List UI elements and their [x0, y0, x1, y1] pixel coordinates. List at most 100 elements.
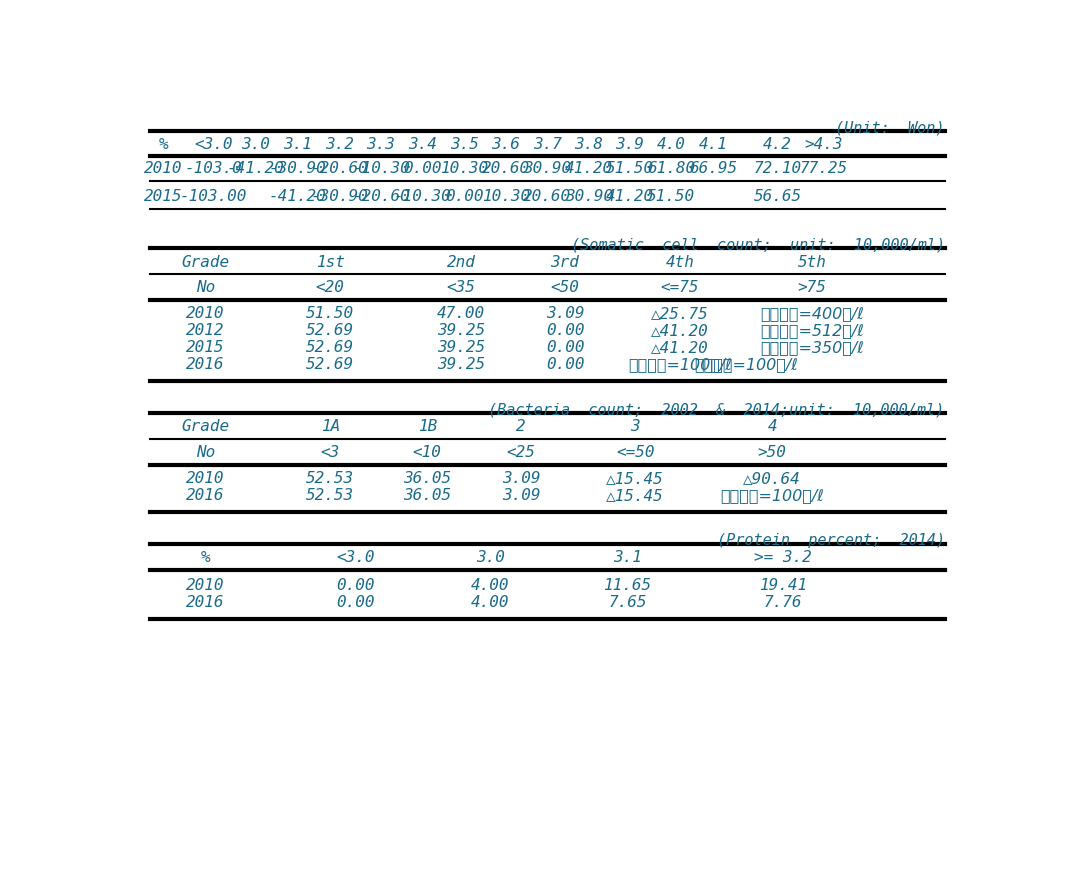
Text: (Bacteria  count;  2002  &  2014;unit:  10,000/ml): (Bacteria count; 2002 & 2014;unit: 10,00… — [488, 402, 945, 418]
Text: 10.30: 10.30 — [440, 161, 488, 176]
Text: 39.25: 39.25 — [437, 323, 485, 338]
Text: 3.4: 3.4 — [408, 137, 437, 152]
Text: 2010: 2010 — [186, 471, 224, 486]
Text: 2016: 2016 — [186, 357, 224, 372]
Text: 7.76: 7.76 — [764, 595, 802, 610]
Text: 3rd: 3rd — [551, 255, 580, 270]
Text: 0.00: 0.00 — [546, 357, 584, 372]
Text: 52.69: 52.69 — [307, 323, 355, 338]
Text: 3.2: 3.2 — [325, 137, 354, 152]
Text: <10: <10 — [413, 445, 442, 460]
Text: 56.65: 56.65 — [754, 189, 802, 204]
Text: 36.05: 36.05 — [403, 471, 452, 486]
Text: 2010: 2010 — [144, 161, 183, 176]
Text: 51.50: 51.50 — [606, 161, 654, 176]
Text: 3.3: 3.3 — [366, 137, 395, 152]
Text: 39.25: 39.25 — [437, 340, 485, 355]
Text: 36.05: 36.05 — [403, 488, 452, 503]
Text: 3.0: 3.0 — [476, 551, 505, 566]
Text: 2016: 2016 — [186, 488, 224, 503]
Text: 초과가격=100월/ℓ: 초과가격=100월/ℓ — [694, 357, 798, 372]
Text: 30.90: 30.90 — [565, 189, 613, 204]
Text: -10.30: -10.30 — [394, 189, 452, 204]
Text: 52.69: 52.69 — [307, 340, 355, 355]
Text: <=75: <=75 — [660, 280, 700, 295]
Text: △15.45: △15.45 — [607, 488, 664, 503]
Text: 4th: 4th — [665, 255, 694, 270]
Text: <=50: <=50 — [616, 445, 655, 460]
Text: Grade: Grade — [182, 255, 230, 270]
Text: 3.1: 3.1 — [613, 551, 642, 566]
Text: 3.6: 3.6 — [491, 137, 520, 152]
Text: 3.1: 3.1 — [283, 137, 312, 152]
Text: 2015: 2015 — [186, 340, 224, 355]
Text: >= 3.2: >= 3.2 — [754, 551, 812, 566]
Text: 4.0: 4.0 — [657, 137, 686, 152]
Text: -103.00: -103.00 — [179, 189, 247, 204]
Text: <3.0: <3.0 — [194, 137, 233, 152]
Text: <3.0: <3.0 — [336, 551, 375, 566]
Text: 0.00: 0.00 — [336, 595, 375, 610]
Text: 30.90: 30.90 — [523, 161, 571, 176]
Text: (Unit:  Won): (Unit: Won) — [835, 121, 945, 136]
Text: <3: <3 — [320, 445, 340, 460]
Text: 초과가격=100월/ℓ: 초과가격=100월/ℓ — [720, 488, 824, 503]
Text: 0.00: 0.00 — [445, 189, 484, 204]
Text: -20.60: -20.60 — [311, 161, 368, 176]
Text: 2010: 2010 — [186, 306, 224, 321]
Text: -30.90: -30.90 — [269, 161, 327, 176]
Text: <25: <25 — [506, 445, 536, 460]
Text: %: % — [158, 137, 168, 152]
Text: 3.09: 3.09 — [502, 488, 540, 503]
Text: 19.41: 19.41 — [759, 578, 807, 593]
Text: 초과가격=100월/ℓ: 초과가격=100월/ℓ — [628, 357, 732, 372]
Text: 7.65: 7.65 — [608, 595, 647, 610]
Text: 1B: 1B — [418, 419, 437, 434]
Text: 초과가격=512월/ℓ: 초과가격=512월/ℓ — [760, 323, 864, 338]
Text: 0.00: 0.00 — [336, 578, 375, 593]
Text: -30.90: -30.90 — [311, 189, 368, 204]
Text: -10.30: -10.30 — [352, 161, 410, 176]
Text: 52.53: 52.53 — [307, 471, 355, 486]
Text: <50: <50 — [551, 280, 580, 295]
Text: 3.9: 3.9 — [615, 137, 644, 152]
Text: 41.20: 41.20 — [565, 161, 613, 176]
Text: 2015: 2015 — [144, 189, 183, 204]
Text: 51.50: 51.50 — [307, 306, 355, 321]
Text: 52.69: 52.69 — [307, 357, 355, 372]
Text: 4: 4 — [768, 419, 778, 434]
Text: (Protein  percent;  2014): (Protein percent; 2014) — [717, 533, 945, 548]
Text: 47.00: 47.00 — [437, 306, 485, 321]
Text: >4.3: >4.3 — [804, 137, 843, 152]
Text: No: No — [195, 280, 215, 295]
Text: 3.8: 3.8 — [575, 137, 603, 152]
Text: Grade: Grade — [182, 419, 230, 434]
Text: 20.60: 20.60 — [523, 189, 571, 204]
Text: 41.20: 41.20 — [606, 189, 654, 204]
Text: 2010: 2010 — [186, 578, 224, 593]
Text: 5th: 5th — [798, 255, 827, 270]
Text: 77.25: 77.25 — [800, 161, 848, 176]
Text: 11.65: 11.65 — [603, 578, 651, 593]
Text: 초과가격=400월/ℓ: 초과가격=400월/ℓ — [760, 306, 864, 321]
Text: 1A: 1A — [320, 419, 340, 434]
Text: (Somatic  cell  count;  unit:  10,000/ml): (Somatic cell count; unit: 10,000/ml) — [570, 237, 945, 252]
Text: 4.00: 4.00 — [471, 595, 509, 610]
Text: 4.2: 4.2 — [764, 137, 792, 152]
Text: △41.20: △41.20 — [650, 323, 709, 338]
Text: 2012: 2012 — [186, 323, 224, 338]
Text: 2: 2 — [516, 419, 525, 434]
Text: <35: <35 — [446, 280, 475, 295]
Text: △25.75: △25.75 — [650, 306, 709, 321]
Text: 39.25: 39.25 — [437, 357, 485, 372]
Text: 2016: 2016 — [186, 595, 224, 610]
Text: %: % — [201, 551, 210, 566]
Text: 초과가격=350월/ℓ: 초과가격=350월/ℓ — [760, 340, 864, 355]
Text: No: No — [195, 445, 215, 460]
Text: -41.20: -41.20 — [269, 189, 327, 204]
Text: 61.80: 61.80 — [647, 161, 695, 176]
Text: -20.60: -20.60 — [352, 189, 410, 204]
Text: >75: >75 — [798, 280, 827, 295]
Text: 0.00: 0.00 — [404, 161, 442, 176]
Text: 0.00: 0.00 — [546, 340, 584, 355]
